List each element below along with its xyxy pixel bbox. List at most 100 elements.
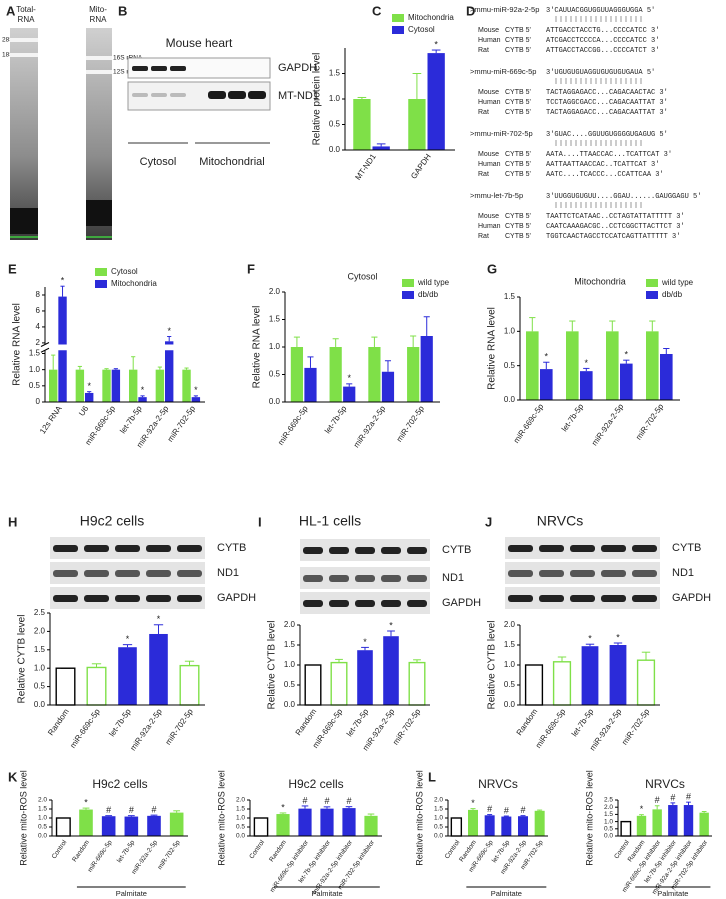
significance-mark: # bbox=[504, 805, 509, 815]
gene: CYTB 5' bbox=[505, 161, 531, 168]
bar bbox=[381, 371, 395, 402]
y-tick-label: 0.5 bbox=[329, 120, 341, 129]
gene: CYTB 5' bbox=[505, 37, 531, 44]
bar bbox=[407, 347, 420, 402]
y-tick-label: 1.0 bbox=[434, 815, 443, 822]
blot-title: Mouse heart bbox=[166, 36, 233, 50]
group-label: Palmitate bbox=[657, 889, 688, 898]
protein-label: CYTB bbox=[442, 544, 471, 556]
bar bbox=[427, 53, 445, 150]
protein-label: ND1 bbox=[442, 572, 464, 584]
x-tick-label: miR-702-5p bbox=[634, 402, 666, 442]
blot-band bbox=[228, 91, 246, 99]
blot-band bbox=[132, 93, 148, 97]
x-tick-label: miR-702-5p bbox=[156, 839, 181, 871]
panel-letter: D bbox=[466, 3, 475, 18]
significance-mark: # bbox=[346, 796, 351, 806]
bar bbox=[606, 331, 619, 400]
protein-label: ND1 bbox=[217, 567, 239, 579]
target-sequence: AATA....TTAACCAC...TCATTCAT 3' bbox=[546, 151, 672, 159]
bar bbox=[668, 805, 678, 836]
significance-mark: * bbox=[585, 358, 589, 368]
y-axis-label: Relative protein level bbox=[312, 53, 323, 146]
y-tick-label: 0.5 bbox=[29, 381, 41, 390]
mirna-name: >mmu-miR-702-5p bbox=[470, 129, 533, 138]
blot-band bbox=[170, 66, 186, 71]
x-tick-label: 12s RNA bbox=[38, 404, 64, 436]
legend-swatch bbox=[392, 26, 404, 34]
blot-band bbox=[570, 595, 595, 602]
blot-band bbox=[303, 600, 323, 607]
bar bbox=[79, 809, 93, 836]
blot-band bbox=[146, 595, 171, 602]
y-tick-label: 2.5 bbox=[34, 608, 46, 617]
significance-mark: # bbox=[129, 805, 134, 815]
target-sequence: AATC....TCACCC...CCATTCAA 3' bbox=[546, 171, 664, 179]
significance-mark: # bbox=[686, 792, 691, 802]
bar bbox=[660, 353, 673, 400]
bar bbox=[149, 633, 168, 705]
y-tick-label: 0.0 bbox=[434, 833, 443, 840]
panel-letter: K bbox=[8, 769, 18, 784]
bar bbox=[124, 816, 139, 836]
bar bbox=[179, 664, 200, 706]
bar bbox=[276, 814, 290, 836]
y-tick-label: 6 bbox=[36, 306, 41, 315]
y-axis-label: Relative CYTB level bbox=[17, 615, 28, 704]
group-label: Palmitate bbox=[311, 889, 342, 898]
significance-mark: * bbox=[640, 804, 644, 814]
significance-mark: * bbox=[84, 797, 88, 807]
bar bbox=[450, 817, 463, 837]
significance-mark: * bbox=[363, 637, 367, 647]
y-tick-label: 2.5 bbox=[604, 797, 613, 804]
blot-band bbox=[248, 91, 266, 99]
gene: CYTB 5' bbox=[505, 109, 531, 116]
axis-break bbox=[40, 347, 50, 353]
y-tick-label: 2.0 bbox=[284, 620, 296, 629]
panel-letter: G bbox=[487, 261, 497, 276]
significance-mark: * bbox=[471, 798, 475, 808]
bar bbox=[526, 331, 539, 400]
significance-mark: * bbox=[616, 632, 620, 642]
blot-band bbox=[632, 545, 657, 552]
x-tick-label: miR-92a-2-5p bbox=[128, 707, 164, 753]
species: Human bbox=[478, 223, 501, 230]
gel-marker bbox=[86, 236, 112, 238]
gene: CYTB 5' bbox=[505, 233, 531, 240]
target-sequence: AATTAATTAACCAC..TCATTCAT 3' bbox=[546, 161, 659, 169]
y-tick-label: 0.0 bbox=[236, 833, 245, 840]
legend-swatch bbox=[95, 268, 107, 276]
mirna-sequence: 3'UGUGUGUAGGUGUGUGUGAUA 5' bbox=[546, 69, 655, 77]
species: Rat bbox=[478, 171, 489, 178]
fraction-label: Cytosol bbox=[140, 156, 177, 168]
bar bbox=[102, 369, 111, 402]
x-tick-label: miR-702-5p bbox=[395, 404, 427, 444]
species: Human bbox=[478, 37, 501, 44]
bar bbox=[75, 369, 85, 402]
x-tick-label: Control bbox=[51, 839, 69, 861]
y-tick-label: 2.0 bbox=[34, 627, 46, 636]
bar bbox=[138, 397, 147, 402]
y-tick-label: 4 bbox=[36, 322, 41, 331]
axis-break bbox=[40, 342, 50, 347]
blot-band bbox=[329, 547, 349, 554]
species: Mouse bbox=[478, 27, 499, 34]
species: Rat bbox=[478, 109, 489, 116]
x-tick-label: MT-ND1 bbox=[353, 152, 378, 182]
bar bbox=[636, 659, 656, 706]
bar bbox=[353, 99, 371, 150]
blot-band bbox=[146, 545, 171, 552]
y-axis-label: Relative RNA level bbox=[487, 307, 498, 390]
species: Mouse bbox=[478, 151, 499, 158]
blot-band bbox=[146, 570, 171, 577]
x-tick-label: miR-669c-5p bbox=[276, 404, 310, 447]
bar bbox=[683, 805, 694, 836]
blot-band bbox=[601, 545, 626, 552]
significance-mark: # bbox=[324, 796, 329, 806]
y-tick-label: 1.5 bbox=[34, 645, 46, 654]
bar bbox=[191, 397, 201, 402]
y-tick-label: 1.5 bbox=[604, 811, 613, 818]
blot-band bbox=[329, 575, 349, 582]
blot-band bbox=[53, 595, 78, 602]
blot-band bbox=[115, 570, 140, 577]
